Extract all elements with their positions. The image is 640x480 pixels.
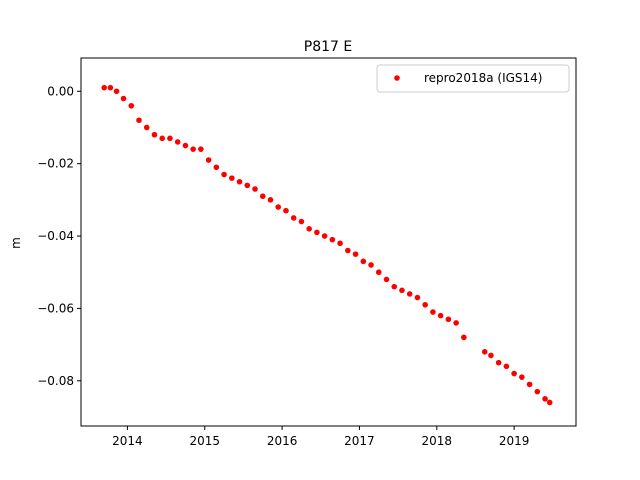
- y-tick-label: −0.08: [37, 374, 74, 388]
- data-point: [329, 236, 336, 243]
- data-point: [101, 84, 108, 91]
- x-tick-label: 2015: [189, 434, 220, 448]
- data-point: [174, 139, 181, 145]
- data-point: [345, 247, 351, 254]
- data-points: [101, 84, 553, 406]
- data-point: [542, 396, 548, 402]
- x-tick-label: 2018: [422, 434, 453, 448]
- y-tick-label: −0.04: [37, 229, 74, 243]
- data-point: [306, 225, 312, 232]
- data-point: [107, 84, 114, 91]
- data-point: [352, 251, 359, 257]
- data-point: [298, 218, 305, 225]
- data-point: [252, 186, 258, 192]
- data-point: [244, 182, 251, 189]
- data-point: [481, 349, 488, 355]
- data-point: [229, 175, 235, 181]
- data-point: [221, 171, 227, 178]
- data-point: [283, 207, 289, 214]
- data-point: [453, 320, 459, 326]
- data-point: [198, 146, 204, 152]
- data-point: [113, 88, 120, 95]
- data-point: [360, 258, 367, 265]
- data-point: [337, 240, 343, 247]
- x-tick-label: 2019: [499, 434, 530, 448]
- data-point: [259, 193, 266, 200]
- legend-label: repro2018a (IGS14): [424, 71, 542, 85]
- data-point: [546, 399, 553, 406]
- data-point: [167, 135, 173, 142]
- data-point: [445, 316, 452, 323]
- y-tick-label: −0.02: [37, 157, 74, 171]
- x-tick-label: 2017: [344, 434, 375, 448]
- data-point: [236, 178, 243, 185]
- data-point: [267, 197, 274, 203]
- data-point: [461, 334, 467, 341]
- legend-marker: [394, 75, 400, 81]
- data-point: [321, 233, 328, 239]
- data-point: [430, 309, 436, 315]
- data-point: [406, 291, 413, 297]
- x-axis: 2014 2015 2016 2017 2018 2019: [112, 426, 529, 448]
- data-point: [534, 388, 541, 395]
- data-point: [383, 276, 390, 283]
- data-point: [143, 124, 150, 131]
- data-point: [414, 294, 421, 301]
- x-tick-label: 2016: [267, 434, 298, 448]
- legend: repro2018a (IGS14): [376, 64, 570, 93]
- data-point: [314, 229, 320, 236]
- data-point: [151, 131, 158, 138]
- data-point: [128, 102, 135, 109]
- data-point: [503, 363, 510, 370]
- x-tick-label: 2014: [112, 434, 143, 448]
- plot-frame: [80, 57, 577, 427]
- data-point: [437, 312, 444, 319]
- data-point: [205, 157, 212, 163]
- y-tick-label: −0.06: [37, 301, 74, 315]
- data-point: [136, 117, 142, 124]
- y-axis-label: m: [9, 237, 23, 249]
- data-point: [519, 374, 525, 380]
- y-axis: 0.00 −0.02 −0.04 −0.06 −0.08: [37, 84, 81, 388]
- data-point: [190, 146, 196, 152]
- chart-title: P817 E: [304, 39, 352, 55]
- data-point: [526, 381, 533, 388]
- data-point: [511, 370, 517, 377]
- data-point: [290, 215, 297, 221]
- legend-box: [376, 64, 570, 93]
- data-point: [275, 204, 282, 210]
- data-point: [368, 262, 374, 268]
- y-tick-label: 0.00: [47, 84, 74, 98]
- data-point: [120, 95, 127, 102]
- data-point: [495, 359, 502, 366]
- data-point: [488, 352, 494, 359]
- data-point: [399, 287, 405, 294]
- data-point: [391, 283, 398, 290]
- data-point: [159, 135, 166, 142]
- data-point: [422, 301, 428, 308]
- data-point: [213, 164, 220, 171]
- data-point: [375, 269, 382, 276]
- data-point: [182, 142, 189, 149]
